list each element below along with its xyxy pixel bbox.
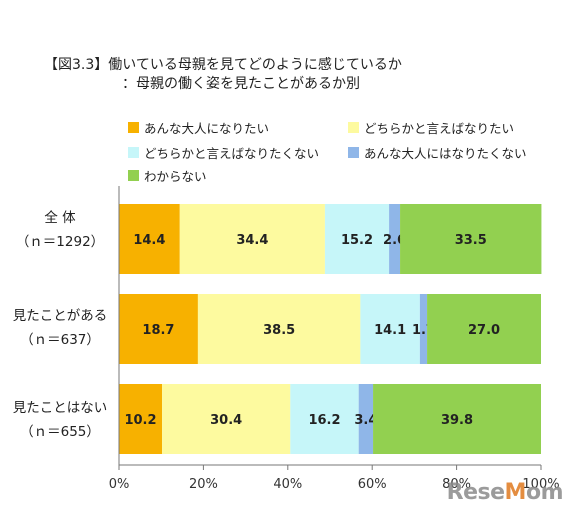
legend-item: わからない bbox=[128, 166, 207, 185]
legend-swatch bbox=[128, 122, 139, 133]
legend-item: あんな大人になりたい bbox=[128, 118, 269, 137]
bar-segment bbox=[358, 384, 374, 454]
legend-label: どちらかと言えばなりたい bbox=[364, 121, 515, 136]
bar-segment bbox=[119, 294, 198, 364]
bar-segment bbox=[360, 294, 420, 364]
bar-segment bbox=[373, 384, 541, 454]
row-label-name: 見たことがある bbox=[12, 308, 108, 324]
legend-item: どちらかと言えばなりたくない bbox=[128, 143, 319, 162]
legend-swatch bbox=[128, 147, 139, 158]
data-label: 33.5 bbox=[455, 233, 487, 248]
legend-label: どちらかと言えばなりたくない bbox=[144, 146, 320, 161]
row-label-not-seen: 見たことはない （ｎ＝655） bbox=[10, 396, 110, 444]
row-label-n: （ｎ＝655） bbox=[20, 424, 100, 440]
data-label: 34.4 bbox=[236, 233, 268, 248]
bar-segment bbox=[179, 204, 325, 274]
data-label: 14.1 bbox=[374, 323, 406, 338]
x-tick-label: 40% bbox=[273, 477, 302, 492]
data-label: 16.2 bbox=[308, 413, 340, 428]
chart-title-line2: ：母親の働く姿を見たことがあるか別 bbox=[122, 76, 360, 92]
bar-segment bbox=[389, 204, 401, 274]
chart-title: 【図3.3】働いている母親を見てどのように感じているか ：母親の働く姿を見たこと… bbox=[44, 56, 402, 94]
bar-segment bbox=[119, 384, 163, 454]
legend-label: あんな大人になりたい bbox=[144, 121, 270, 136]
bar-segment bbox=[162, 384, 291, 454]
data-label: 39.8 bbox=[441, 413, 473, 428]
legend-label: あんな大人にはなりたくない bbox=[364, 146, 527, 161]
legend: あんな大人になりたい どちらかと言えばなりたいどちらかと言えばなりたくない あんな大… bbox=[0, 0, 573, 200]
bar-segment bbox=[324, 204, 390, 274]
data-label: 18.7 bbox=[142, 323, 174, 338]
row-label-name: 全 体 bbox=[44, 210, 76, 226]
data-label: 27.0 bbox=[468, 323, 500, 338]
legend-swatch bbox=[348, 122, 359, 133]
data-label: 14.4 bbox=[133, 233, 165, 248]
x-tick-label: 100% bbox=[522, 477, 559, 492]
data-label: 30.4 bbox=[210, 413, 242, 428]
legend-item: どちらかと言えばなりたい bbox=[348, 118, 514, 137]
x-tick-label: 80% bbox=[442, 477, 471, 492]
legend-label: わからない bbox=[144, 169, 207, 184]
legend-swatch bbox=[348, 147, 359, 158]
legend-swatch bbox=[128, 170, 139, 181]
row-label-n: （ｎ＝1292） bbox=[15, 234, 105, 250]
bar-segment bbox=[400, 204, 542, 274]
data-label: 38.5 bbox=[263, 323, 295, 338]
bar-segment bbox=[197, 294, 361, 364]
row-label-all: 全 体 （ｎ＝1292） bbox=[10, 206, 110, 254]
data-label: 10.2 bbox=[124, 413, 156, 428]
bar-segment bbox=[419, 294, 428, 364]
watermark-logo: ReseMom bbox=[446, 480, 564, 505]
bar-segment bbox=[427, 294, 541, 364]
data-label: 15.2 bbox=[341, 233, 373, 248]
legend-item: あんな大人にはなりたくない bbox=[348, 143, 527, 162]
chart-title-line1: 【図3.3】働いている母親を見てどのように感じているか bbox=[44, 57, 402, 73]
x-tick-label: 60% bbox=[358, 477, 387, 492]
x-tick-label: 0% bbox=[109, 477, 130, 492]
row-label-seen: 見たことがある （ｎ＝637） bbox=[10, 304, 110, 352]
x-tick-label: 20% bbox=[189, 477, 218, 492]
row-label-name: 見たことはない bbox=[12, 400, 108, 416]
data-label: 3.4 bbox=[354, 413, 377, 428]
bar-segment bbox=[119, 204, 180, 274]
row-label-n: （ｎ＝637） bbox=[20, 332, 100, 348]
bar-segment bbox=[290, 384, 359, 454]
